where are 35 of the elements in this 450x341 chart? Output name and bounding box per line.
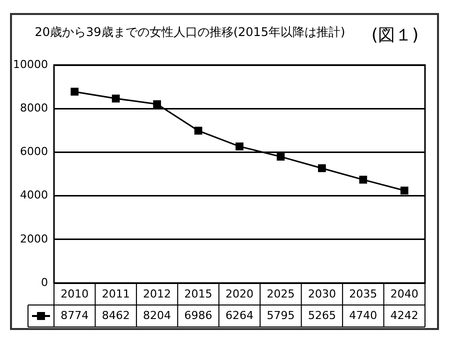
text: (図１) bbox=[371, 25, 419, 46]
x-tick-label: 2012 bbox=[143, 287, 172, 300]
y-tick-label: 0 bbox=[41, 276, 48, 289]
data-label: 8462 bbox=[102, 308, 130, 322]
point bbox=[112, 94, 120, 102]
data-label: 8774 bbox=[60, 308, 89, 322]
data-label: 5265 bbox=[308, 308, 336, 322]
data-label: 6264 bbox=[226, 308, 254, 322]
point bbox=[318, 164, 326, 172]
point bbox=[400, 186, 408, 194]
y-tick-label: 2000 bbox=[20, 232, 48, 246]
x-tick-label: 2020 bbox=[226, 287, 254, 300]
point bbox=[70, 88, 79, 96]
x-tick-label: 2035 bbox=[349, 287, 378, 300]
y-tick-label: 4000 bbox=[20, 188, 48, 202]
x-tick-label: 2010 bbox=[60, 287, 89, 300]
point bbox=[276, 152, 285, 161]
x-tick-label: 2025 bbox=[266, 287, 295, 300]
x-tick-label: 2015 bbox=[184, 287, 212, 300]
point bbox=[153, 100, 161, 108]
data-label: 6986 bbox=[184, 308, 212, 322]
chart-title: 20歳から39歳までの女性人口の推移(2015年以降は推計) bbox=[34, 25, 346, 40]
data-label: 4242 bbox=[390, 308, 418, 322]
y-tick-label: 10000 bbox=[13, 58, 48, 71]
point bbox=[194, 126, 202, 135]
x-tick-label: 2030 bbox=[308, 287, 336, 300]
x-tick-label: 2040 bbox=[390, 287, 418, 300]
x-tick-label: 2011 bbox=[102, 287, 130, 300]
y-tick-label: 8000 bbox=[20, 101, 48, 114]
data-label: 8204 bbox=[143, 308, 172, 322]
point bbox=[359, 176, 368, 184]
point bbox=[236, 142, 244, 150]
data-label: 4740 bbox=[349, 308, 378, 322]
data-label: 5795 bbox=[266, 308, 295, 322]
y-tick-label: 6000 bbox=[20, 145, 48, 158]
